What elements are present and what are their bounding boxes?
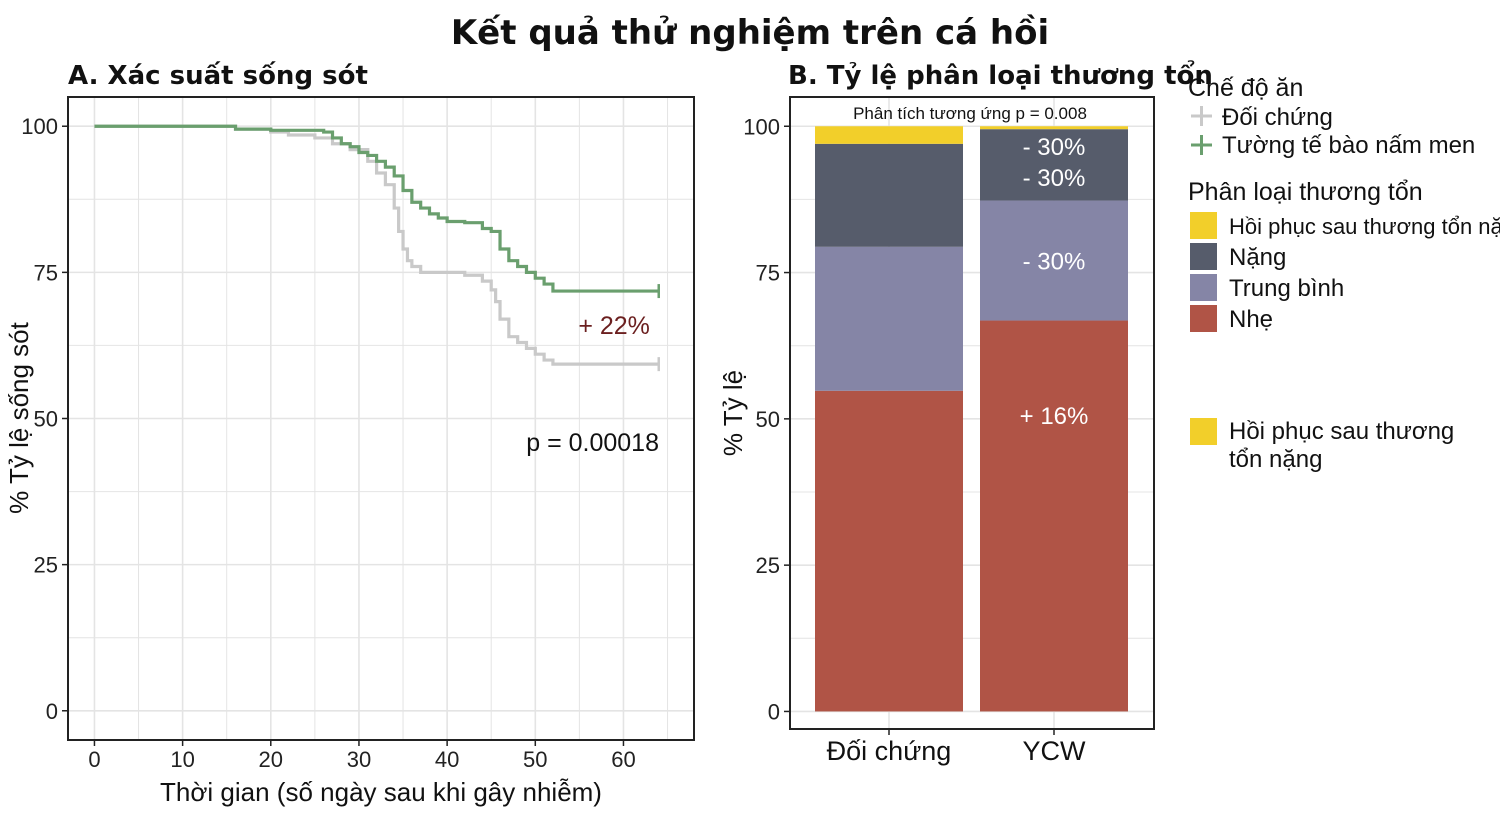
panel-b-title: B. Tỷ lệ phân loại thương tổn: [788, 58, 1213, 91]
panel-b-y-tick-label: 25: [756, 553, 780, 578]
bar-annotation: - 30%: [1023, 248, 1086, 275]
panel-b-y-label: % Tỷ lệ: [718, 370, 748, 456]
legend-extra-recovery-swatch: [1190, 418, 1217, 445]
annotation-survival-gain: + 22%: [578, 312, 650, 340]
bar-control-recovery: [815, 126, 963, 144]
bar-control-mild: [815, 391, 963, 712]
panel-b: B. Tỷ lệ phân loại thương tổn 0 25 50 75 100…: [718, 58, 1213, 766]
legend-recovery-swatch: [1190, 212, 1217, 239]
legend-extra-label-line2: tổn nặng: [1229, 446, 1322, 473]
legend-lesion-label-severe: Nặng: [1229, 244, 1286, 271]
panel-a-x-tick-label: 40: [435, 747, 459, 772]
legend-diet-label-ycw: Tường tế bào nấm men: [1222, 132, 1475, 159]
legend-moderate-swatch: [1190, 274, 1217, 301]
panel-b-y-tick-label: 75: [756, 261, 780, 286]
panel-b-x-tick-label: Đối chứng: [827, 736, 952, 766]
panel-a-x-tick-label: 10: [170, 747, 194, 772]
bar-control-severe: [815, 144, 963, 247]
panel-b-header-note: Phân tích tương ứng p = 0.008: [853, 104, 1087, 123]
legend-lesion-title: Phân loại thương tổn: [1188, 178, 1423, 206]
legend-lesion-item-recovery: Hồi phục sau thương tổn nặng: [1190, 212, 1500, 239]
panel-a-x-tick-label: 0: [88, 747, 100, 772]
panel-b-y-tick-label: 50: [756, 407, 780, 432]
legend-lesion-label-moderate: Trung bình: [1229, 275, 1344, 302]
legend-diet-title: Chế độ ăn: [1188, 74, 1303, 102]
panel-b-y-tick-label: 0: [768, 699, 780, 724]
figure-title: Kết quả thử nghiệm trên cá hồi: [451, 13, 1049, 53]
panel-a-x-tick-label: 30: [347, 747, 371, 772]
panel-a-y-tick-label: 50: [34, 407, 58, 432]
bar-annotation: - 30%: [1023, 134, 1086, 161]
panel-a: A. Xác suất sống sót 0 25 50 75 100 0 10 20 30 4…: [4, 60, 694, 807]
panel-a-x-tick-label: 50: [523, 747, 547, 772]
legend-extra-item-recovery: Hồi phục sau thương tổn nặng: [1190, 418, 1454, 473]
panel-a-y-tick-label: 75: [34, 260, 58, 285]
panel-a-lines: [94, 126, 658, 371]
bar-control-moderate: [815, 247, 963, 391]
panel-a-y-tick-label: 100: [21, 114, 58, 139]
legend: Chế độ ăn Đối chứng Tường tế bào nấm men…: [1188, 74, 1500, 473]
bar-annotation: + 16%: [1020, 403, 1089, 430]
legend-extra-label-line1: Hồi phục sau thương: [1229, 418, 1454, 445]
legend-mild-swatch: [1190, 305, 1217, 332]
panel-a-y-tick-label: 25: [34, 553, 58, 578]
legend-severe-swatch: [1190, 243, 1217, 270]
legend-lesion-item-severe: Nặng: [1190, 243, 1286, 271]
bar-ycw-mild: [980, 321, 1128, 712]
panel-b-y-tick-label: 100: [743, 114, 780, 139]
legend-diet-item-control: Đối chứng: [1191, 104, 1333, 131]
panel-b-x-tick-label: YCW: [1023, 736, 1087, 766]
legend-diet-item-ycw: Tường tế bào nấm men: [1191, 132, 1475, 159]
survival-line-ycw: [94, 126, 658, 291]
annotation-p-value: p = 0.00018: [526, 429, 659, 457]
panel-a-annotations: + 22% p = 0.00018: [526, 312, 659, 457]
bar-ycw-recovery: [980, 126, 1128, 129]
legend-lesion-item-mild: Nhẹ: [1190, 305, 1273, 333]
panel-b-y-ticks: 0 25 50 75 100: [743, 114, 790, 724]
panel-a-grid: [68, 97, 694, 740]
panel-a-x-tick-label: 20: [259, 747, 283, 772]
legend-diet-label-control: Đối chứng: [1222, 104, 1333, 131]
panel-a-title: A. Xác suất sống sót: [68, 60, 368, 91]
panel-a-x-tick-label: 60: [611, 747, 635, 772]
panel-a-y-tick-label: 0: [46, 699, 58, 724]
legend-lesion-item-moderate: Trung bình: [1190, 274, 1344, 302]
bar-annotation: - 30%: [1023, 165, 1086, 192]
legend-lesion-label-mild: Nhẹ: [1229, 306, 1273, 333]
legend-lesion-label-recovery: Hồi phục sau thương tổn nặng: [1229, 214, 1500, 239]
panel-a-y-label: % Tỷ lệ sống sót: [4, 321, 34, 514]
panel-b-x-ticks: Đối chứng YCW: [827, 729, 1086, 766]
panel-a-x-ticks: 0 10 20 30 40 50 60: [88, 740, 635, 772]
panel-a-x-label: Thời gian (số ngày sau khi gây nhiễm): [160, 777, 602, 807]
